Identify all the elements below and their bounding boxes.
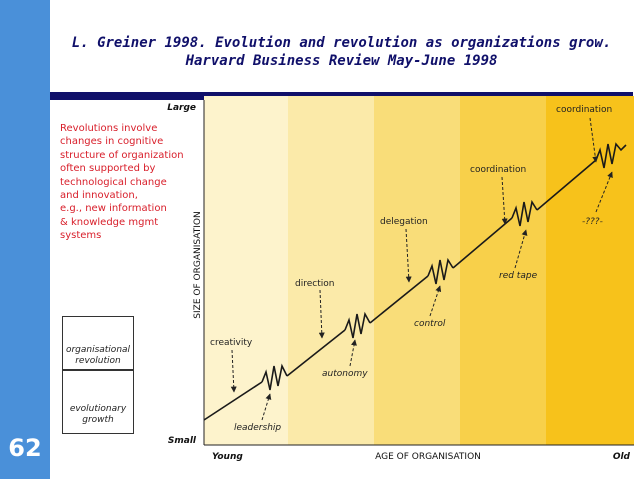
bg-column-5 [546,96,634,445]
note-line: e.g., new information [60,203,167,215]
revolution-label-autonomy: autonomy [322,369,368,379]
arrow-leadership [261,393,272,421]
title-line-2: Harvard Business Review May-June 1998 [185,53,498,69]
evolution-label-delegation: delegation [380,217,428,227]
y-axis-bottom-label: Small [168,436,197,446]
note-line: systems [60,230,102,242]
revolution-label-red-tape: red tape [499,271,538,281]
note-line: changes in cognitive [60,136,164,148]
evolution-label-creativity: creativity [210,338,253,348]
revolution-zigzag-4 [511,199,538,227]
arrow-coordination-1 [501,176,508,225]
evolution-segment-5 [536,159,597,211]
revolution-zigzag-5 [595,142,627,169]
arrow-red-tape [514,229,528,269]
revolution-zigzag-3 [427,257,454,285]
revolution-label-control: control [414,319,446,329]
legend-evolution-label-1: evolutionary [69,404,127,414]
arrow-control [429,285,442,317]
bg-column-3 [374,96,460,445]
x-axis-right-label: Old [613,452,631,462]
x-axis-left-label: Young [212,452,243,462]
revolution-label-leadership: leadership [234,423,281,433]
arrow-coordination-2 [589,117,599,163]
arrow-unknown [595,171,613,213]
evolution-segment-3 [369,275,429,324]
arrow-creativity [230,349,237,393]
left-accent-band [0,0,50,479]
evolution-segment-2 [286,329,346,377]
legend-revolution-label-2: revolution [75,356,121,366]
legend-revolution-box: organisational revolution [62,316,134,370]
y-axis-top-label: Large [167,103,196,113]
evolution-label-coordination-2: coordination [556,105,612,115]
revolution-zigzag-2 [344,311,371,339]
arrow-delegation [405,228,412,283]
x-axis-title: AGE OF ORGANISATION [375,452,481,462]
note-line: structure of organization [60,149,184,161]
revolutions-note: Revolutions involve changes in cognitive… [60,122,210,243]
note-line: and innovation, [60,190,138,202]
note-line: Revolutions involve [60,123,158,134]
revolution-label-unknown: -???- [582,217,603,227]
evolution-label-direction: direction [295,279,334,289]
evolution-segment-4 [452,217,513,269]
slide-number: 62 [8,434,42,462]
background-columns [204,96,634,445]
legend-revolution-label-1: organisational [65,345,131,355]
note-line: often supported by [60,163,156,175]
evolution-segment-1 [203,381,263,421]
revolution-zigzag-1 [261,363,288,391]
evolution-label-coordination-1: coordination [470,165,526,175]
bg-column-1 [204,96,288,445]
growth-line [203,142,627,421]
legend-evolution-box: evolutionary growth [62,370,134,434]
arrow-direction [318,289,325,339]
arrow-autonomy [349,339,357,367]
note-line: technological change [60,176,167,188]
title-line-1: L. Greiner 1998. Evolution and revolutio… [71,35,612,51]
y-axis-title: SIZE OF ORGANISATION [193,211,203,318]
bg-column-2 [288,96,374,445]
note-line: & knowledge mgmt [60,216,159,228]
legend-evolution-label-2: growth [82,415,114,425]
bg-column-4 [460,96,546,445]
